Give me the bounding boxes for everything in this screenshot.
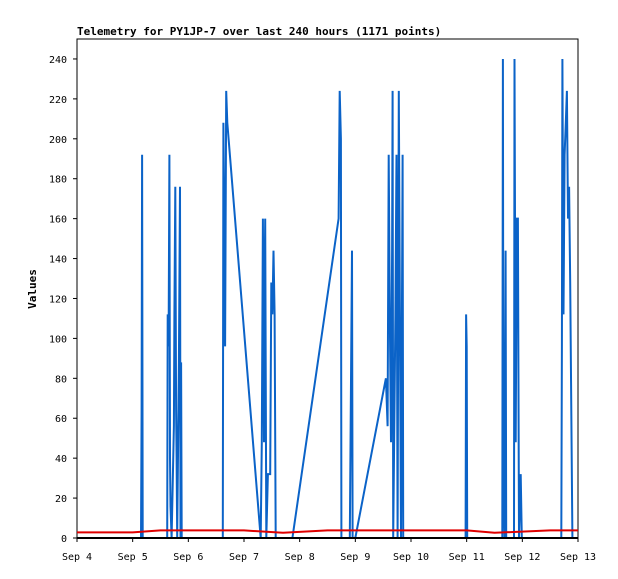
x-tick-label: Sep 4: [62, 552, 92, 563]
series-layer: [77, 58, 578, 539]
y-tick-label: 60: [55, 414, 67, 425]
y-tick-label: 140: [49, 255, 67, 266]
x-tick-label: Sep 13: [560, 552, 596, 563]
y-tick-label: 0: [61, 534, 67, 545]
y-tick-label: 80: [55, 374, 67, 385]
series-line-1: [140, 58, 574, 539]
y-tick-label: 100: [49, 334, 67, 345]
x-tick-label: Sep 10: [393, 552, 429, 563]
x-tick-label: Sep 5: [118, 552, 148, 563]
y-tick-label: 240: [49, 55, 67, 66]
y-tick-label: 120: [49, 294, 67, 305]
x-ticks: Sep 4 Sep 5 Sep 6 Sep 7 Sep 8 Sep 9 Sep 10 Sep …: [62, 538, 596, 563]
y-tick-label: 180: [49, 175, 67, 186]
x-tick-label: Sep 6: [173, 552, 203, 563]
y-tick-label: 20: [55, 494, 67, 505]
y-axis-label: Values: [26, 269, 39, 309]
x-tick-label: Sep 11: [449, 552, 485, 563]
x-tick-label: Sep 7: [229, 552, 259, 563]
y-tick-label: 220: [49, 95, 67, 106]
x-tick-label: Sep 8: [285, 552, 315, 563]
y-tick-label: 160: [49, 215, 67, 226]
x-tick-label: Sep 12: [504, 552, 540, 563]
chart-title: Telemetry for PY1JP-7 over last 240 hour…: [77, 25, 441, 38]
x-tick-label: Sep 9: [340, 552, 370, 563]
y-tick-label: 200: [49, 135, 67, 146]
y-tick-label: 40: [55, 454, 67, 465]
series-line-2: [77, 529, 578, 534]
y-ticks: 0 20 40 60 80 100 120 140 160 180 200 220 240: [49, 55, 77, 545]
